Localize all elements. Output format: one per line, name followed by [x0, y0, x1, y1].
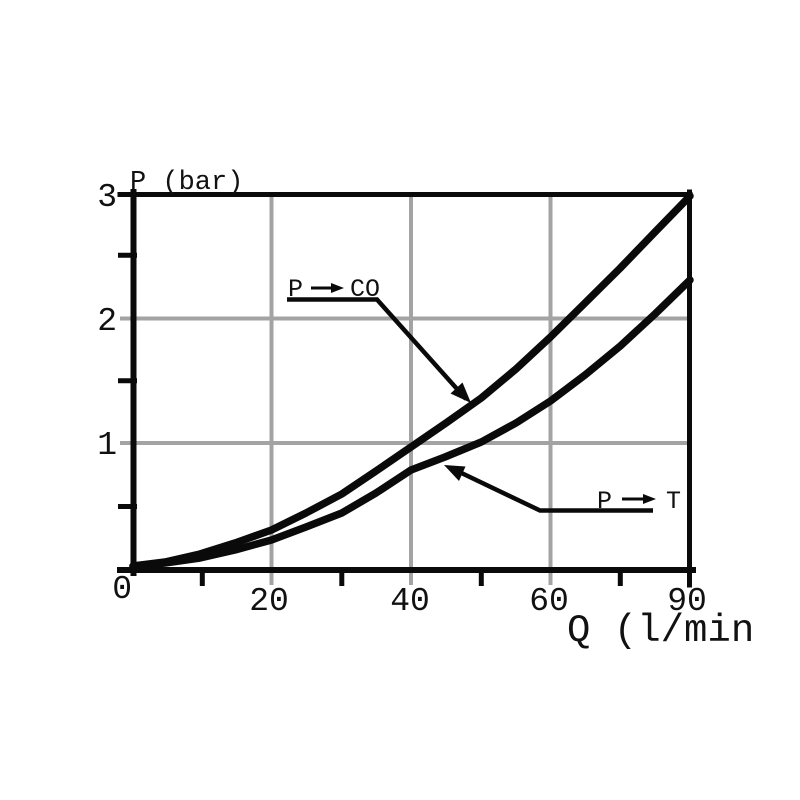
curve-p-co [129, 192, 694, 570]
plot-frame [117, 189, 696, 588]
x-tick-label-40: 40 [390, 583, 430, 620]
y-tick-label-2: 2 [97, 303, 117, 340]
gridlines [120, 196, 688, 585]
right-arrow-icon [643, 494, 656, 504]
x-tick-label-60: 60 [529, 583, 569, 620]
y-tick-label-1: 1 [97, 427, 117, 464]
x-axis-title: Q (l/min [567, 609, 754, 653]
axis-ticks [118, 252, 623, 586]
axis-labels: 3 2 1 0 20 40 60 90 [97, 179, 707, 620]
annotation-p-co: P CO [287, 275, 471, 403]
annotation-p-t: P T [444, 465, 681, 516]
origin-label-0: 0 [112, 571, 132, 608]
annotation-co-prefix: P [288, 275, 303, 304]
right-arrow-icon [331, 283, 344, 293]
curve-p-t [129, 276, 694, 570]
annotation-t-leader-line [450, 465, 653, 513]
y-tick-label-3: 3 [97, 179, 117, 216]
arrowhead-icon [444, 465, 466, 481]
curves [129, 192, 694, 570]
y-axis-title: P (bar) [130, 168, 243, 198]
arrowhead-icon [450, 382, 471, 403]
x-tick-label-20: 20 [249, 583, 289, 620]
annotation-co-leader-line [287, 297, 468, 401]
x-tick-label-90: 90 [667, 583, 707, 620]
annotation-t-target: T [666, 487, 681, 516]
